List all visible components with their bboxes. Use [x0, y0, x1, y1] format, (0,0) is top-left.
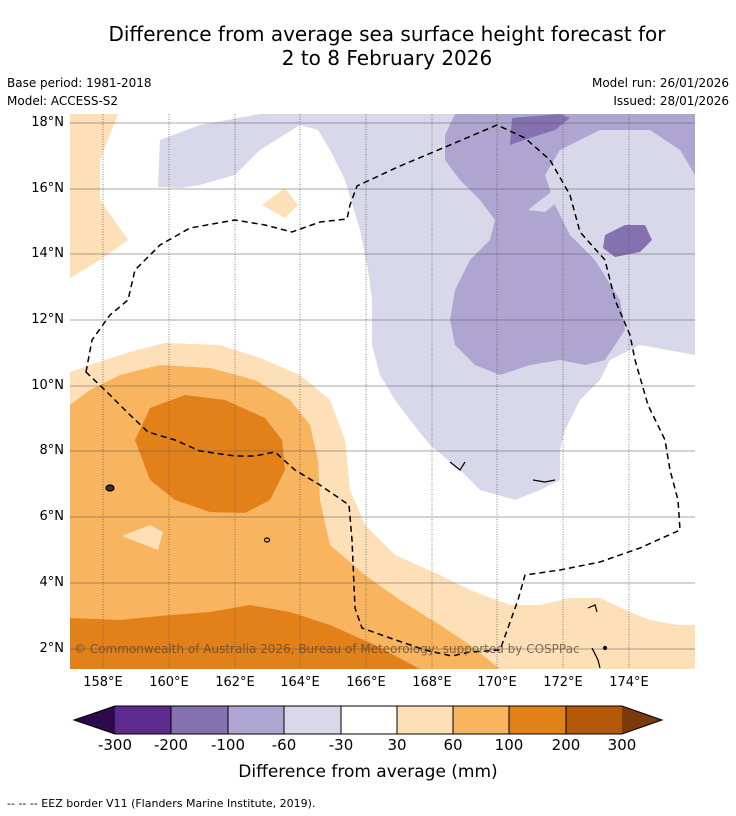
island: [105, 484, 115, 492]
lon-label-170e: 170°E: [477, 675, 517, 690]
lon-label-168e: 168°E: [412, 675, 452, 690]
colorbar-bin-30-60: [397, 706, 453, 734]
lon-label-160e: 160°E: [149, 675, 189, 690]
colorbar-tick-label: 200: [551, 736, 581, 754]
lon-label-174e: 174°E: [609, 675, 649, 690]
colorbar-bin-neg200-neg100: [171, 706, 228, 734]
colorbar-tick-label: 30: [387, 736, 407, 754]
meta-right: Model run: 26/01/2026 Issued: 28/01/2026: [592, 74, 729, 110]
lon-label-172e: 172°E: [543, 675, 583, 690]
model-name: Model: ACCESS-S2: [7, 94, 119, 108]
colorbar-tick-label: 100: [494, 736, 524, 754]
contour-pos-30-to-60: [70, 114, 128, 278]
colorbar-tick-label: 300: [607, 736, 637, 754]
issued-date: Issued: 28/01/2026: [613, 94, 729, 108]
islands: [105, 461, 608, 669]
lat-label-4n: 4°N: [39, 575, 65, 590]
colorbar-tick-label: -200: [153, 736, 189, 754]
lat-label-6n: 6°N: [39, 509, 65, 524]
colorbar-bin-200-300: [566, 706, 622, 734]
contour-neg-100-to-200: [603, 225, 652, 257]
colorbar-bin-neg60-neg30: [284, 706, 341, 734]
map-svg: [70, 114, 695, 669]
contour-neg-60-window: [528, 162, 620, 212]
eez-footnote: -- -- -- EEZ border V11 (Flanders Marine…: [7, 797, 316, 810]
contour-neg-100-to-200: [510, 114, 570, 145]
contour-pos-30-to-60-patch: [122, 525, 163, 550]
colorbar-tick-label: -30: [328, 736, 354, 754]
base-period: Base period: 1981-2018: [7, 76, 152, 90]
colorbar-tick-label: -60: [271, 736, 297, 754]
colorbar: [72, 705, 664, 735]
island: [602, 645, 608, 651]
eez-border: [85, 124, 681, 657]
chart-title: Difference from average sea surface heig…: [40, 22, 734, 70]
contour-neg-60-to-100: [445, 114, 695, 375]
lat-label-10n: 10°N: [31, 378, 64, 393]
contour-neg-30-to-60: [158, 114, 695, 500]
island: [263, 537, 271, 543]
colorbar-bin-60-100: [453, 706, 509, 734]
lon-label-166e: 166°E: [346, 675, 386, 690]
lon-label-158e: 158°E: [83, 675, 123, 690]
colorbar-extend-high: [622, 706, 662, 734]
meta-left: Base period: 1981-2018 Model: ACCESS-S2: [7, 74, 152, 110]
parallels: [70, 122, 695, 650]
colorbar-bin-neg100-neg60: [228, 706, 284, 734]
island: [591, 647, 601, 669]
title-line-1: Difference from average sea surface heig…: [108, 22, 666, 46]
lat-label-18n: 18°N: [31, 115, 64, 130]
lat-label-16n: 16°N: [31, 181, 64, 196]
lon-label-162e: 162°E: [215, 675, 255, 690]
island: [587, 604, 598, 613]
lat-label-2n: 2°N: [39, 641, 65, 656]
colorbar-outline: [72, 705, 664, 735]
colorbar-bin-neg30-30: [341, 706, 397, 734]
colorbar-tick-label: -100: [210, 736, 246, 754]
colorbar-tick-label: 60: [443, 736, 463, 754]
colorbar-bin-neg300-neg200: [115, 706, 171, 734]
graticule: [102, 114, 630, 669]
colorbar-extend-low: [74, 706, 115, 734]
contour-pos-30-to-60: [262, 188, 298, 218]
island: [449, 461, 466, 471]
island: [532, 479, 556, 483]
contour-pos-100-to-200: [135, 395, 285, 513]
colorbar-bin-100-200: [509, 706, 566, 734]
colorbar-tick-label: -300: [97, 736, 133, 754]
lat-label-14n: 14°N: [31, 246, 64, 261]
model-run: Model run: 26/01/2026: [591, 76, 729, 90]
colorbar-dividers: [170, 706, 567, 734]
title-line-2: 2 to 8 February 2026: [281, 46, 493, 70]
lat-label-12n: 12°N: [31, 312, 64, 327]
colorbar-title: Difference from average (mm): [238, 762, 498, 782]
lat-label-8n: 8°N: [39, 443, 65, 458]
copyright-watermark: © Commonwealth of Australia 2026, Bureau…: [74, 642, 580, 656]
lon-label-164e: 164°E: [280, 675, 320, 690]
contour-pos-100-to-200: [70, 605, 420, 669]
forecast-map[interactable]: [70, 114, 695, 669]
